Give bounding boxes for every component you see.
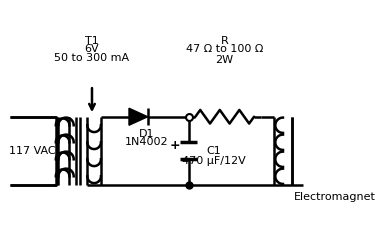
Text: T1: T1 xyxy=(85,36,99,46)
Text: R: R xyxy=(221,36,228,46)
Text: Electromagnet: Electromagnet xyxy=(294,192,376,202)
Text: 470 μF/12V: 470 μF/12V xyxy=(182,156,246,166)
Text: 1N4002: 1N4002 xyxy=(125,137,169,147)
Text: 117 VAC: 117 VAC xyxy=(9,146,55,156)
Text: +: + xyxy=(169,139,180,152)
Text: 47 Ω to 100 Ω: 47 Ω to 100 Ω xyxy=(186,45,263,54)
Text: 50 to 300 mA: 50 to 300 mA xyxy=(54,53,130,63)
Polygon shape xyxy=(129,108,148,125)
Text: C1: C1 xyxy=(207,146,222,156)
Text: 6V: 6V xyxy=(85,45,99,54)
Text: D1: D1 xyxy=(139,129,155,139)
Text: 2W: 2W xyxy=(215,55,234,65)
